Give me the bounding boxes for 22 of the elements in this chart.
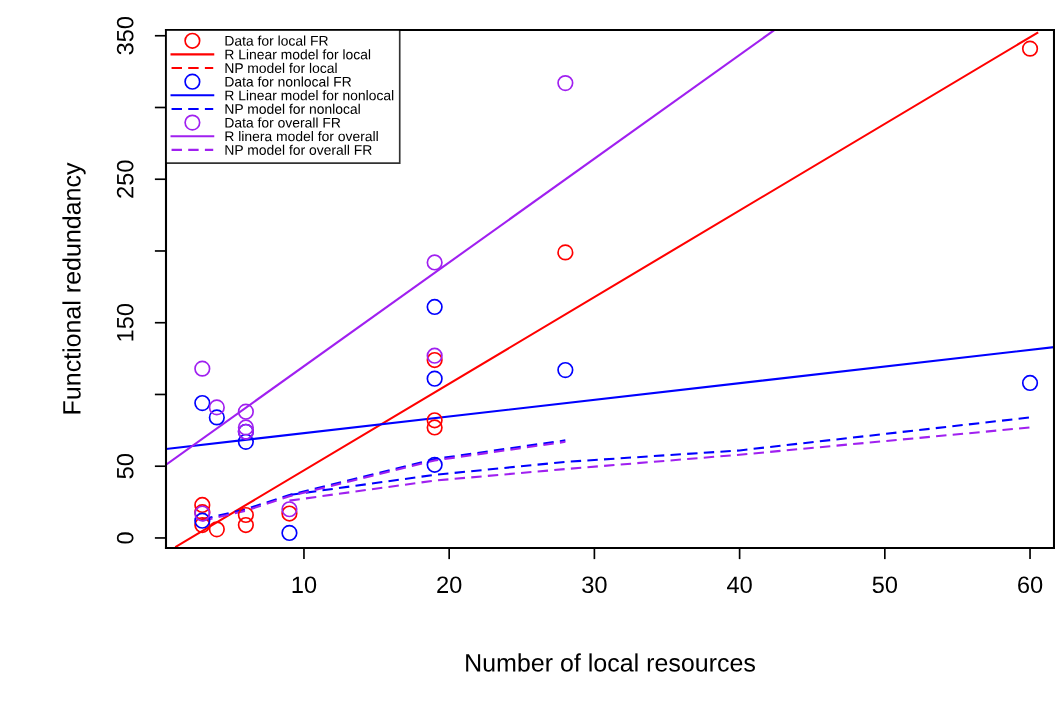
- y-axis-title: Functional redundancy: [62, 162, 86, 414]
- x-tick-label: 20: [437, 576, 462, 594]
- x-tick-label: 60: [1018, 576, 1043, 594]
- x-axis-title: Number of local resources: [466, 653, 755, 672]
- x-tick-label: 10: [292, 576, 317, 594]
- y-tick-label: 150: [116, 303, 134, 341]
- legend-label: Data for overall FR: [225, 117, 341, 128]
- x-tick-label: 30: [582, 576, 607, 594]
- y-tick-label: 250: [116, 160, 134, 198]
- y-tick-label: 0: [116, 532, 134, 544]
- legend-label: R Linear model for nonlocal: [225, 90, 394, 101]
- legend-label: Data for nonlocal FR: [225, 76, 352, 87]
- y-tick-label: 50: [116, 454, 134, 479]
- legend-label: R Linear model for local: [225, 49, 371, 60]
- legend-label: NP model for local: [225, 62, 337, 74]
- x-tick-label: 40: [727, 576, 752, 594]
- legend-label: R linera model for overall: [225, 131, 378, 142]
- y-tick-label: 350: [116, 16, 134, 55]
- legend-label: NP model for nonlocal: [225, 103, 360, 114]
- x-tick-label: 50: [872, 576, 898, 594]
- legend-label: NP model for overall FR: [225, 144, 372, 155]
- legend-label: Data for local FR: [225, 35, 328, 46]
